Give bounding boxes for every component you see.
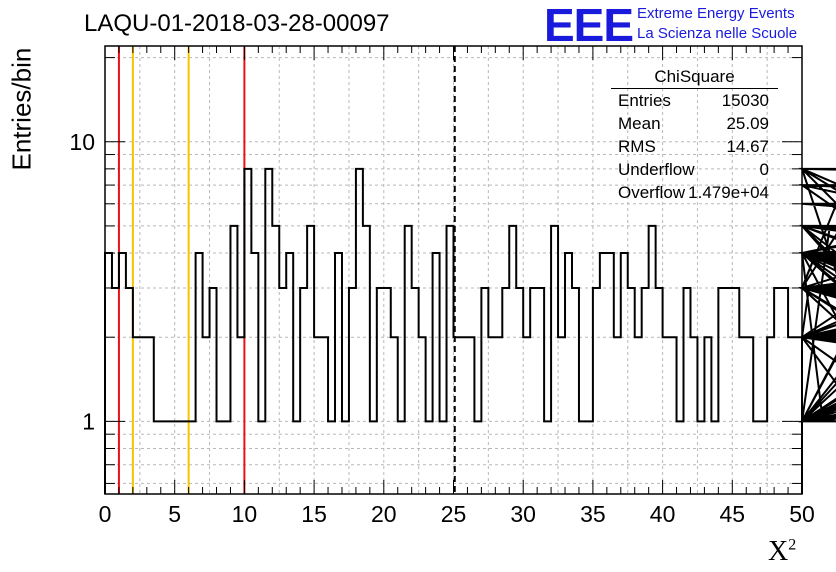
x-tick-label: 35 xyxy=(580,501,606,527)
stats-title: ChiSquare xyxy=(611,66,778,89)
y-tick-label: 1 xyxy=(82,408,95,434)
x-tick-label: 0 xyxy=(99,501,112,527)
logo-line-2: La Scienza nelle Scuole xyxy=(637,25,798,42)
x-tick-label: 25 xyxy=(441,501,467,527)
x-axis-label-base: X xyxy=(768,536,789,567)
stats-box: ChiSquare Entries 15030 Mean 25.09 RMS 14.6… xyxy=(611,66,778,204)
x-tick-label: 45 xyxy=(720,501,746,527)
stats-key: Overflow xyxy=(618,183,686,202)
stats-key: RMS xyxy=(618,137,656,156)
x-tick-label: 20 xyxy=(371,501,397,527)
stats-value: 25.09 xyxy=(726,114,769,133)
axis-tick-labels: 0 5 10 15 20 25 30 35 40 45 50 1 10 xyxy=(69,129,814,527)
stats-value: 14.67 xyxy=(726,137,769,156)
stats-key: Entries xyxy=(618,91,671,110)
x-tick-label: 50 xyxy=(789,501,815,527)
stats-row-mean: Mean 25.09 xyxy=(611,112,778,135)
x-axis-label-superscript: 2 xyxy=(788,536,797,554)
histogram-series xyxy=(104,167,836,494)
eee-logo: EEE xyxy=(544,0,634,51)
y-tick-label: 10 xyxy=(69,129,95,155)
stats-value: 15030 xyxy=(721,91,769,110)
x-axis-label: X2 xyxy=(768,536,796,568)
x-tick-label: 5 xyxy=(168,501,181,527)
y-axis-label: Entries/bin xyxy=(6,47,37,171)
stats-row-entries: Entries 15030 xyxy=(611,89,778,112)
stats-row-underflow: Underflow 0 xyxy=(611,158,778,181)
x-tick-label: 30 xyxy=(510,501,536,527)
x-tick-label: 15 xyxy=(301,501,327,527)
stats-row-overflow: Overflow 1.479e+04 xyxy=(611,181,778,204)
logo-line-1: Extreme Energy Events xyxy=(637,5,795,22)
axis-ticks xyxy=(104,46,803,494)
x-tick-label: 10 xyxy=(232,501,258,527)
stats-value: 0 xyxy=(759,160,769,179)
x-tick-label: 40 xyxy=(650,501,676,527)
stats-value: 1.479e+04 xyxy=(688,183,769,202)
stats-key: Underflow xyxy=(618,160,695,179)
stats-row-rms: RMS 14.67 xyxy=(611,135,778,158)
stats-key: Mean xyxy=(618,114,661,133)
chart-title: LAQU-01-2018-03-28-00097 xyxy=(84,10,390,37)
